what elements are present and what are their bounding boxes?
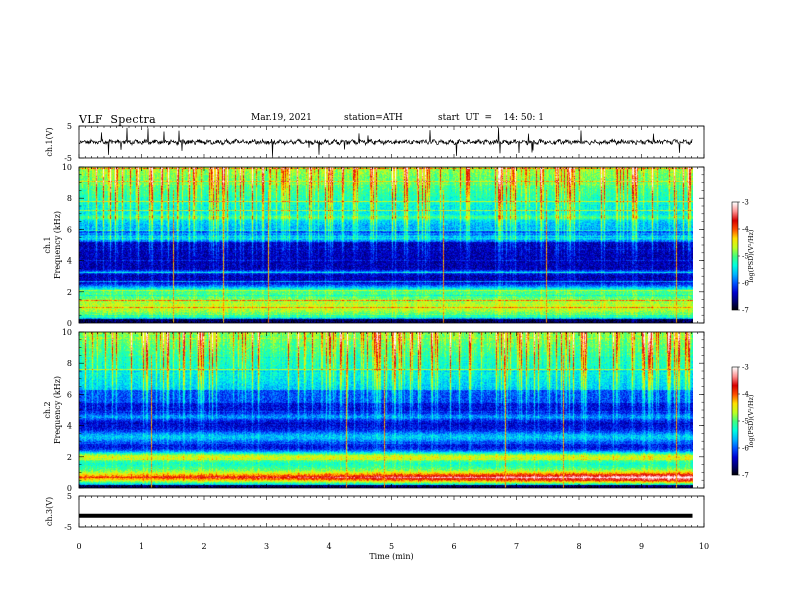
- ch1-spectrogram-ytick-label: 8: [67, 194, 72, 203]
- colorbar-tick-label: -4: [742, 226, 749, 234]
- ch2-spectrogram-ytick-label: 6: [67, 390, 72, 399]
- x-tick-label: 8: [576, 542, 581, 551]
- ch1-waveform-trace: [78, 127, 693, 157]
- ch1-waveform-ytick-label: -5: [64, 154, 72, 163]
- colorbar-label: log(PSD)(V²/Hz): [747, 229, 755, 282]
- ch1-spectrogram-ytick-label: 10: [62, 163, 72, 172]
- colorbar-tick-label: -5: [742, 418, 749, 426]
- ch1-waveform-ytick-label: 5: [67, 122, 72, 131]
- x-tick-label: 2: [201, 542, 206, 551]
- ch3-waveform-frame: [78, 495, 705, 528]
- colorbar-tick-label: -3: [742, 364, 749, 372]
- ch1-spectrogram-ytick-label: 0: [67, 319, 72, 328]
- ch1-spectrogram-ylabel2: Frequency (kHz): [53, 211, 62, 279]
- colorbar-tick-label: -5: [742, 253, 749, 261]
- x-tick-label: 4: [326, 542, 331, 551]
- x-tick-label: 6: [451, 542, 456, 551]
- ch1-spectrogram-ylabel: ch.1: [43, 236, 52, 253]
- ch1-spectrogram-ytick-label: 4: [67, 257, 72, 266]
- ch1-spectrogram-ytick-label: 6: [67, 225, 72, 234]
- x-tick-label: 5: [389, 542, 394, 551]
- ch2-spectrogram-ylabel: ch.2: [43, 401, 52, 418]
- x-tick-label: 9: [639, 542, 644, 551]
- ch1-waveform-ylabel: ch.1(V): [45, 127, 54, 156]
- station-label: station=ATH: [344, 113, 403, 123]
- colorbar-tick-label: -6: [742, 280, 749, 288]
- x-tick-label: 7: [514, 542, 519, 551]
- colorbar-label: log(PSD)(V²/Hz): [747, 394, 755, 447]
- ch2-spectrogram-ytick-label: 10: [62, 328, 72, 337]
- ch2-spectrogram-ytick-label: 0: [67, 484, 72, 493]
- x-tick-label: 3: [264, 542, 269, 551]
- ch1-spectrogram-ytick-label: 2: [67, 288, 72, 297]
- ch2-spectrogram-ytick-label: 4: [67, 422, 72, 431]
- ch2-spectrogram-image: [79, 332, 693, 488]
- ch2-spectrogram-ytick-label: 2: [67, 453, 72, 462]
- ch1-colorbar: [732, 367, 738, 475]
- date-label: Mar.19, 2021: [251, 113, 312, 123]
- x-tick-label: 0: [76, 542, 81, 551]
- colorbar-tick-label: -4: [742, 391, 749, 399]
- colorbar-tick-label: -7: [742, 307, 749, 315]
- colorbar-tick-label: -3: [742, 199, 749, 207]
- ch3-waveform-ytick-label: -5: [64, 523, 72, 532]
- figure-title: VLF Spectra: [79, 113, 156, 126]
- colorbar-tick-label: -6: [742, 445, 749, 453]
- ch2-spectrogram-ytick-label: 8: [67, 359, 72, 368]
- colorbar-tick-label: -7: [742, 472, 749, 480]
- x-axis-label: Time (min): [369, 552, 413, 561]
- ch3-waveform-ytick-label: 5: [67, 492, 72, 501]
- ch3-waveform-ylabel: ch.3(V): [45, 497, 54, 526]
- start-time-label: start UT = 14: 50: 1: [438, 113, 544, 123]
- ch1-spectrogram-image: [79, 167, 693, 323]
- x-tick-label: 1: [139, 542, 144, 551]
- x-tick-label: 10: [699, 542, 709, 551]
- ch2-spectrogram-ylabel2: Frequency (kHz): [53, 376, 62, 444]
- ch0-colorbar: [732, 202, 738, 310]
